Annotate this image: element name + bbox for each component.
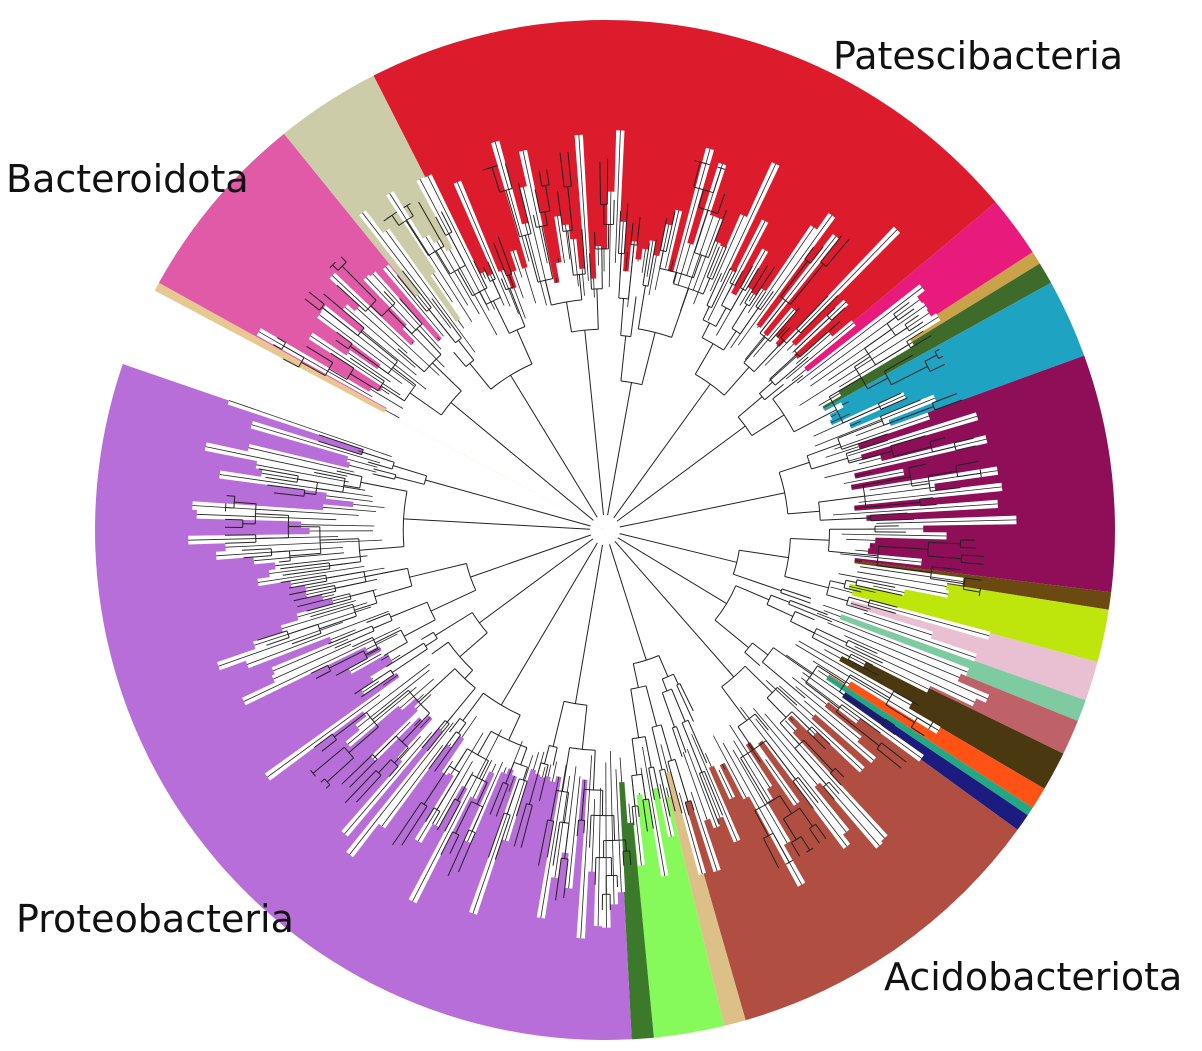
tree-branches — [188, 130, 1017, 939]
label-acidobacteriota: Acidobacteriota — [884, 955, 1183, 999]
label-proteobacteria: Proteobacteria — [16, 897, 294, 941]
label-patescibacteria: Patescibacteria — [833, 34, 1124, 78]
label-bacteroidota: Bacteroidota — [6, 157, 249, 201]
